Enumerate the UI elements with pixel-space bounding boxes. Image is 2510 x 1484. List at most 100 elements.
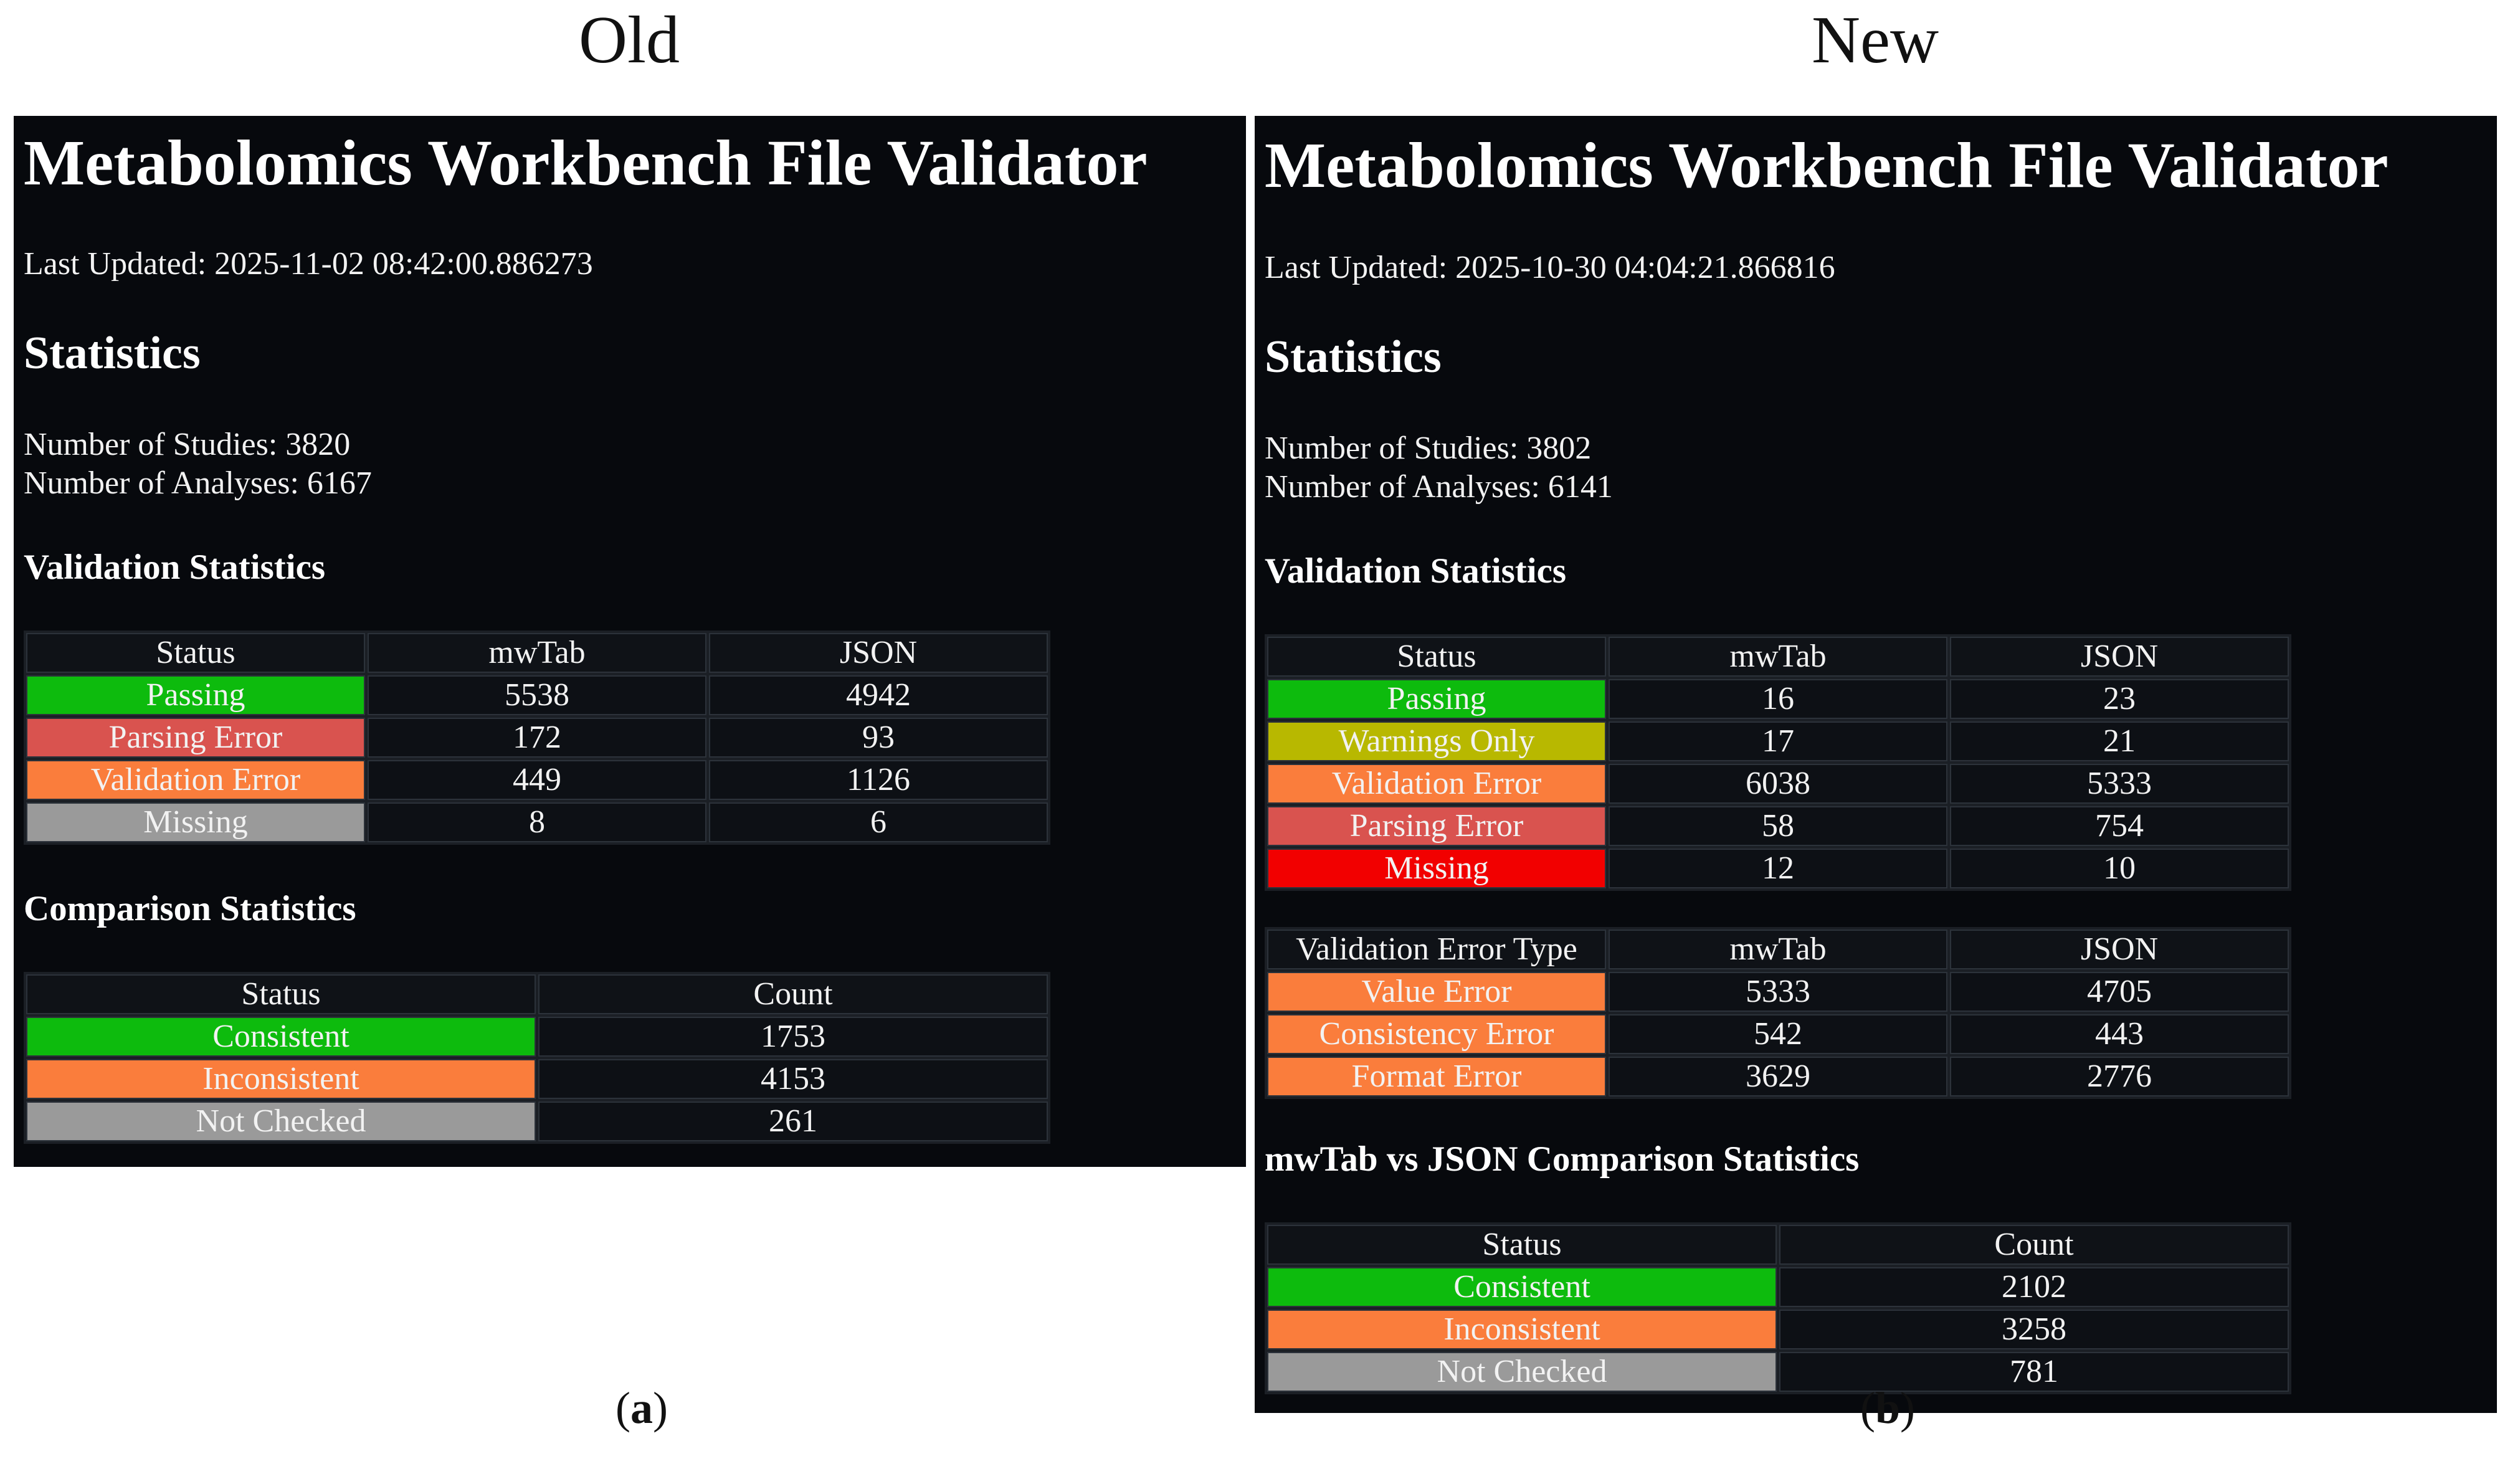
caption-a-open: ( xyxy=(616,1383,630,1433)
table-header-row: Status mwTab JSON xyxy=(26,633,1048,673)
status-warnings-only: Warnings Only xyxy=(1267,721,1606,761)
validation-error-type-table: Validation Error Type mwTab JSON Value E… xyxy=(1265,927,2291,1099)
count-value: 1753 xyxy=(538,1017,1048,1057)
table-row: Missing 8 6 xyxy=(26,802,1048,842)
comparison-statistics-table: Status Count Consistent 2102 Inconsisten… xyxy=(1265,1222,2291,1394)
table-row: Passing 5538 4942 xyxy=(26,675,1048,715)
json-count: 21 xyxy=(1950,721,2289,761)
status-validation-error: Validation Error xyxy=(1267,764,1606,804)
comparison-statistics-heading: Comparison Statistics xyxy=(24,889,356,928)
mwtab-count: 6038 xyxy=(1609,764,1947,804)
header-json: JSON xyxy=(709,633,1048,673)
table-row: Inconsistent 3258 xyxy=(1267,1310,2289,1349)
number-of-analyses: Number of Analyses: 6167 xyxy=(24,465,372,501)
json-count: 2776 xyxy=(1950,1057,2289,1096)
status-consistent: Consistent xyxy=(26,1017,536,1057)
table-row: Validation Error 449 1126 xyxy=(26,760,1048,800)
header-count: Count xyxy=(1779,1225,2289,1265)
count-value: 781 xyxy=(1779,1352,2289,1392)
table-row: Not Checked 261 xyxy=(26,1101,1048,1141)
header-status: Status xyxy=(26,633,365,673)
table-row: Missing 12 10 xyxy=(1267,849,2289,888)
header-status: Status xyxy=(1267,1225,1777,1265)
label-new: New xyxy=(1812,3,1939,77)
json-count: 93 xyxy=(709,718,1048,758)
json-count: 1126 xyxy=(709,760,1048,800)
count-value: 2102 xyxy=(1779,1267,2289,1307)
table-row: Value Error 5333 4705 xyxy=(1267,972,2289,1012)
validation-statistics-heading: Validation Statistics xyxy=(1265,551,1567,591)
validation-statistics-table: Status mwTab JSON Passing 5538 4942 Pars… xyxy=(24,630,1050,845)
page-title: Metabolomics Workbench File Validator xyxy=(1265,130,2389,201)
mwtab-count: 542 xyxy=(1609,1014,1947,1054)
mwtab-count: 8 xyxy=(368,802,706,842)
last-updated: Last Updated: 2025-10-30 04:04:21.866816 xyxy=(1265,250,1835,285)
json-count: 10 xyxy=(1950,849,2289,888)
header-count: Count xyxy=(538,974,1048,1014)
old-validator-page: Metabolomics Workbench File Validator La… xyxy=(14,116,1246,1167)
mwtab-count: 3629 xyxy=(1609,1057,1947,1096)
page-title: Metabolomics Workbench File Validator xyxy=(24,127,1148,199)
header-json: JSON xyxy=(1950,637,2289,677)
json-count: 6 xyxy=(709,802,1048,842)
mwtab-count: 5333 xyxy=(1609,972,1947,1012)
table-row: Parsing Error 58 754 xyxy=(1267,806,2289,846)
caption-a: (a) xyxy=(548,1377,735,1439)
statistics-heading: Statistics xyxy=(24,328,201,379)
statistics-heading: Statistics xyxy=(1265,331,1442,383)
status-missing: Missing xyxy=(1267,849,1606,888)
validation-statistics-table: Status mwTab JSON Passing 16 23 Warnings… xyxy=(1265,634,2291,891)
status-inconsistent: Inconsistent xyxy=(26,1059,536,1099)
mwtab-count: 58 xyxy=(1609,806,1947,846)
header-status: Status xyxy=(26,974,536,1014)
mwtab-count: 172 xyxy=(368,718,706,758)
validation-statistics-heading: Validation Statistics xyxy=(24,548,326,587)
caption-a-close: ) xyxy=(653,1383,668,1433)
table-row: Warnings Only 17 21 xyxy=(1267,721,2289,761)
table-row: Not Checked 781 xyxy=(1267,1352,2289,1392)
count-value: 4153 xyxy=(538,1059,1048,1099)
mwtab-count: 16 xyxy=(1609,679,1947,719)
status-passing: Passing xyxy=(1267,679,1606,719)
header-json: JSON xyxy=(1950,930,2289,969)
mwtab-count: 449 xyxy=(368,760,706,800)
new-validator-page: Metabolomics Workbench File Validator La… xyxy=(1255,116,2497,1413)
header-mwtab: mwTab xyxy=(1609,637,1947,677)
json-count: 443 xyxy=(1950,1014,2289,1054)
caption-b-close: ) xyxy=(1900,1383,1915,1433)
count-value: 3258 xyxy=(1779,1310,2289,1349)
table-row: Validation Error 6038 5333 xyxy=(1267,764,2289,804)
comparison-statistics-heading: mwTab vs JSON Comparison Statistics xyxy=(1265,1139,1860,1179)
json-count: 4942 xyxy=(709,675,1048,715)
comparison-statistics-table: Status Count Consistent 1753 Inconsisten… xyxy=(24,972,1050,1144)
json-count: 754 xyxy=(1950,806,2289,846)
json-count: 4705 xyxy=(1950,972,2289,1012)
table-row: Inconsistent 4153 xyxy=(26,1059,1048,1099)
status-missing: Missing xyxy=(26,802,365,842)
mwtab-count: 5538 xyxy=(368,675,706,715)
status-passing: Passing xyxy=(26,675,365,715)
table-row: Consistency Error 542 443 xyxy=(1267,1014,2289,1054)
table-row: Passing 16 23 xyxy=(1267,679,2289,719)
caption-b-letter: b xyxy=(1875,1383,1901,1433)
header-validation-error-type: Validation Error Type xyxy=(1267,930,1606,969)
status-parsing-error: Parsing Error xyxy=(1267,806,1606,846)
header-status: Status xyxy=(1267,637,1606,677)
caption-b-open: ( xyxy=(1860,1383,1875,1433)
json-count: 23 xyxy=(1950,679,2289,719)
caption-a-letter: a xyxy=(630,1383,653,1433)
status-parsing-error: Parsing Error xyxy=(26,718,365,758)
status-consistent: Consistent xyxy=(1267,1267,1777,1307)
error-type-format: Format Error xyxy=(1267,1057,1606,1096)
json-count: 5333 xyxy=(1950,764,2289,804)
table-header-row: Status Count xyxy=(26,974,1048,1014)
status-not-checked: Not Checked xyxy=(26,1101,536,1141)
table-row: Consistent 1753 xyxy=(26,1017,1048,1057)
count-value: 261 xyxy=(538,1101,1048,1141)
table-row: Parsing Error 172 93 xyxy=(26,718,1048,758)
table-row: Consistent 2102 xyxy=(1267,1267,2289,1307)
table-header-row: Status mwTab JSON xyxy=(1267,637,2289,677)
status-inconsistent: Inconsistent xyxy=(1267,1310,1777,1349)
status-not-checked: Not Checked xyxy=(1267,1352,1777,1392)
error-type-consistency: Consistency Error xyxy=(1267,1014,1606,1054)
